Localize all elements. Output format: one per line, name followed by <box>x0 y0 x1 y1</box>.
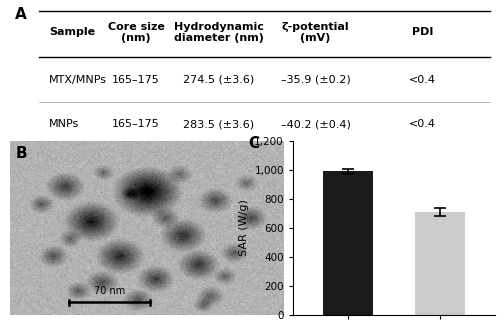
Text: ζ-potential
(mV): ζ-potential (mV) <box>282 22 350 43</box>
Text: Hydrodynamic
diameter (nm): Hydrodynamic diameter (nm) <box>174 22 264 43</box>
Text: PDI: PDI <box>412 27 433 37</box>
Text: MNPs: MNPs <box>49 119 79 129</box>
Bar <box>414 212 465 315</box>
Text: –35.9 (±0.2): –35.9 (±0.2) <box>280 74 350 84</box>
Text: 70 nm: 70 nm <box>94 286 126 296</box>
Text: Sample: Sample <box>49 27 95 37</box>
Text: C: C <box>248 136 260 151</box>
Text: –40.2 (±0.4): –40.2 (±0.4) <box>280 119 350 129</box>
Text: 274.5 (±3.6): 274.5 (±3.6) <box>183 74 254 84</box>
Text: MTX/MNPs: MTX/MNPs <box>49 74 107 84</box>
Text: B: B <box>16 146 27 161</box>
Text: 165–175: 165–175 <box>112 119 160 129</box>
Bar <box>323 171 374 315</box>
Text: <0.4: <0.4 <box>409 119 436 129</box>
Text: A: A <box>15 6 26 22</box>
Text: 165–175: 165–175 <box>112 74 160 84</box>
Text: Core size
(nm): Core size (nm) <box>108 22 164 43</box>
Y-axis label: SAR (W/g): SAR (W/g) <box>238 199 248 256</box>
Text: <0.4: <0.4 <box>409 74 436 84</box>
Text: 283.5 (±3.6): 283.5 (±3.6) <box>183 119 254 129</box>
